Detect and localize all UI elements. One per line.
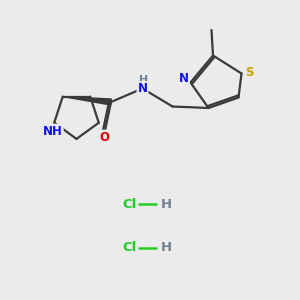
Text: N: N [179, 72, 189, 86]
Text: Cl: Cl [122, 197, 136, 211]
Text: NH: NH [43, 124, 63, 138]
Text: S: S [245, 65, 253, 79]
Text: H: H [161, 197, 172, 211]
Text: N: N [137, 82, 148, 95]
Text: O: O [99, 130, 110, 144]
Polygon shape [63, 97, 111, 105]
Text: H: H [161, 241, 172, 254]
Text: Cl: Cl [122, 241, 136, 254]
Text: H: H [140, 75, 148, 85]
